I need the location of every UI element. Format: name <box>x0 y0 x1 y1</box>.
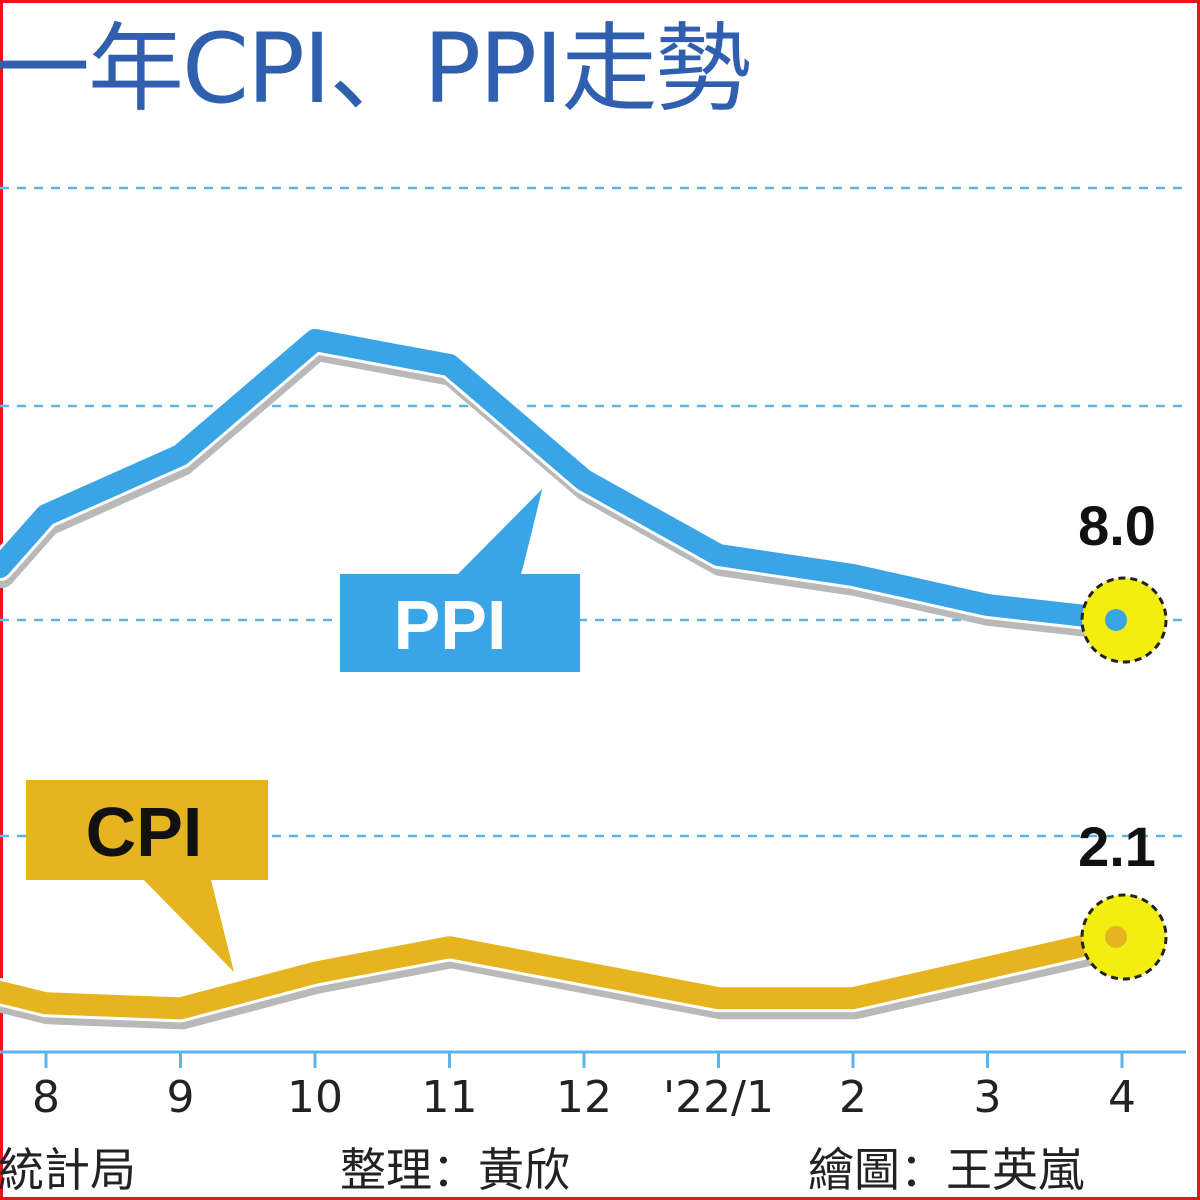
cpi-end-label: 2.1 <box>1078 815 1156 878</box>
cpi-callout-label: CPI <box>86 793 203 871</box>
ppi-callout-label: PPI <box>394 586 507 664</box>
ppi-point <box>583 479 585 481</box>
footer-source: 統計局 <box>0 1143 136 1197</box>
ppi-point <box>314 339 316 341</box>
ppi-point <box>852 574 854 576</box>
cpi-point <box>448 946 451 949</box>
cpi-point <box>314 971 316 974</box>
footer-artist: 繪圖：王英嵐 <box>808 1143 1084 1197</box>
x-tick-label: 10 <box>287 1072 343 1123</box>
cpi-callout-pointer <box>140 876 234 972</box>
cpi-point <box>583 971 585 974</box>
cpi-point <box>986 966 989 969</box>
cpi-line <box>0 926 1133 1020</box>
cpi-point <box>852 997 854 1000</box>
ppi-end-cap <box>1105 609 1127 631</box>
x-tick-label: '22/1 <box>663 1072 774 1123</box>
footer-editor: 整理：黃欣 <box>340 1143 570 1197</box>
cpi-point <box>179 1007 182 1010</box>
x-tick-label: 4 <box>1108 1072 1136 1123</box>
ppi-line <box>0 329 1133 631</box>
ppi-point <box>717 554 720 556</box>
ppi-point <box>448 364 451 366</box>
x-tick-label: 8 <box>32 1072 60 1123</box>
ppi-point <box>179 454 182 456</box>
x-tick-label: 9 <box>167 1072 195 1123</box>
chart-title: 一年CPI、PPI走勢 <box>0 13 751 125</box>
cpi-end-cap <box>1105 926 1127 948</box>
cpi-callout-box <box>26 780 268 880</box>
ppi-callout-box <box>340 574 580 672</box>
x-tick-label: 3 <box>974 1072 1002 1123</box>
ppi-point <box>45 514 47 516</box>
ppi-point <box>986 604 989 606</box>
cpi-point <box>45 1002 47 1005</box>
ppi-callout-pointer-edge <box>450 479 548 580</box>
x-tick-label: 12 <box>556 1072 612 1123</box>
x-tick-label: 2 <box>839 1072 867 1123</box>
x-tick-label: 11 <box>422 1072 478 1123</box>
cpi-point <box>717 997 720 1000</box>
ppi-end-label: 8.0 <box>1078 494 1156 557</box>
